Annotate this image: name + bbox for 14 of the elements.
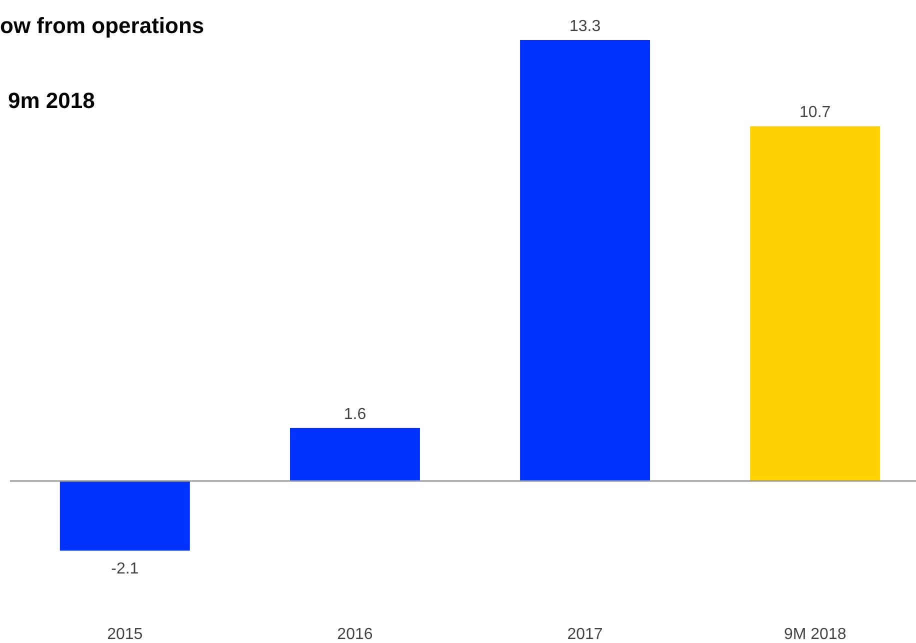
bar bbox=[290, 428, 420, 481]
bar bbox=[60, 481, 190, 551]
x-tick-label: 2015 bbox=[107, 626, 143, 643]
text: 9m 2018 bbox=[8, 88, 95, 113]
bar bbox=[520, 40, 650, 481]
data-label: 13.3 bbox=[569, 18, 601, 35]
data-label: -2.1 bbox=[111, 560, 139, 578]
data-label: 1.6 bbox=[344, 406, 366, 423]
x-tick-label: 9M 2018 bbox=[784, 626, 846, 643]
x-tick-label: 2016 bbox=[337, 626, 373, 643]
data-label: 10.7 bbox=[800, 104, 831, 122]
bar bbox=[750, 126, 880, 481]
x-tick-label: 2017 bbox=[567, 626, 603, 643]
chart-title: ow from operations bbox=[0, 13, 204, 38]
